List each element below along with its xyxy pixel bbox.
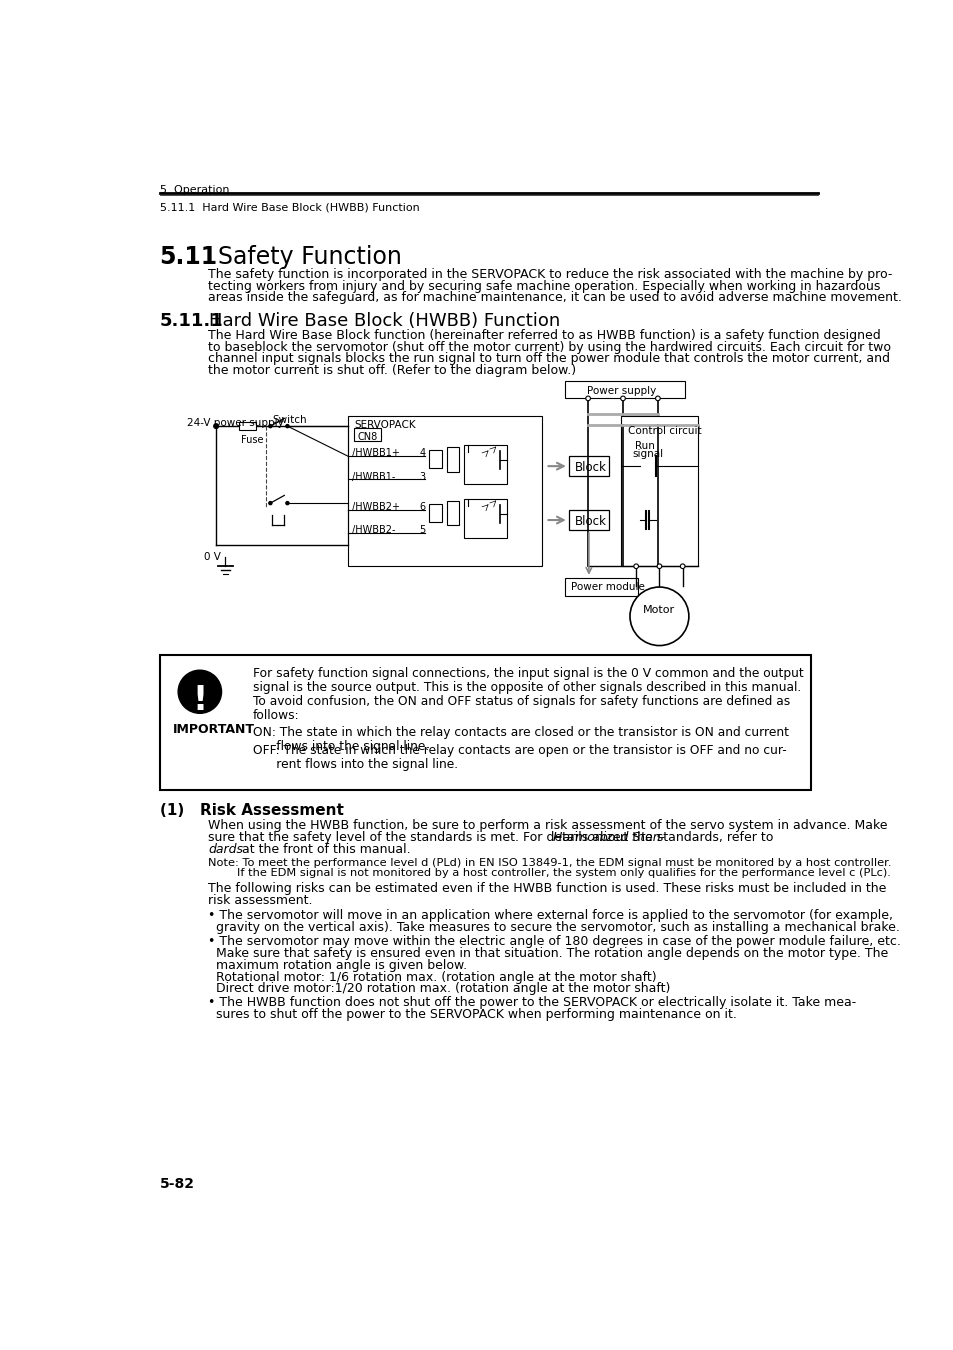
Text: When using the HWBB function, be sure to perform a risk assessment of the servo : When using the HWBB function, be sure to…	[208, 819, 887, 832]
Bar	[348, 416, 541, 566]
Text: Power module: Power module	[571, 582, 644, 593]
Text: The Hard Wire Base Block function (hereinafter referred to as HWBB function) is : The Hard Wire Base Block function (herei…	[208, 329, 881, 342]
Text: Control circuit: Control circuit	[627, 427, 700, 436]
Bar	[620, 416, 698, 566]
Text: maximum rotation angle is given below.: maximum rotation angle is given below.	[208, 958, 467, 972]
Text: 6: 6	[418, 502, 425, 513]
Polygon shape	[639, 456, 655, 475]
Bar	[624, 423, 679, 437]
Text: tecting workers from injury and by securing safe machine operation. Especially w: tecting workers from injury and by secur…	[208, 279, 880, 293]
Text: sure that the safety level of the standards is met. For details about the standa: sure that the safety level of the standa…	[208, 830, 777, 844]
Bar	[564, 382, 684, 398]
Text: To avoid confusion, the ON and OFF status of signals for safety functions are de: To avoid confusion, the ON and OFF statu…	[253, 695, 789, 707]
Text: SERVOPACK: SERVOPACK	[354, 420, 416, 429]
Text: If the EDM signal is not monitored by a host controller, the system only qualifi: If the EDM signal is not monitored by a …	[208, 868, 890, 879]
Text: to baseblock the servomotor (shut off the motor current) by using the hardwired : to baseblock the servomotor (shut off th…	[208, 340, 890, 354]
Circle shape	[286, 424, 289, 428]
Text: For safety function signal connections, the input signal is the 0 V common and t: For safety function signal connections, …	[253, 667, 802, 680]
Text: flows into the signal line.: flows into the signal line.	[253, 740, 428, 752]
Bar	[564, 578, 638, 597]
Text: Switch: Switch	[272, 416, 306, 425]
Bar	[429, 504, 441, 522]
Text: 4: 4	[418, 448, 425, 459]
Text: 3: 3	[418, 471, 425, 482]
Text: gravity on the vertical axis). Take measures to secure the servomotor, such as i: gravity on the vertical axis). Take meas…	[208, 921, 900, 934]
Text: Make sure that safety is ensured even in that situation. The rotation angle depe: Make sure that safety is ensured even in…	[208, 946, 887, 960]
Circle shape	[178, 670, 221, 713]
Text: The safety function is incorporated in the SERVOPACK to reduce the risk associat: The safety function is incorporated in t…	[208, 269, 892, 281]
Text: 0 V: 0 V	[204, 552, 221, 562]
Text: 5: 5	[418, 525, 425, 536]
Bar	[568, 510, 608, 531]
Circle shape	[633, 564, 638, 568]
Bar	[447, 501, 459, 525]
Text: 5-82: 5-82	[159, 1177, 194, 1191]
Text: 24-V power supply: 24-V power supply	[187, 418, 284, 428]
Text: Power supply: Power supply	[586, 386, 655, 396]
Bar	[429, 450, 441, 468]
Text: Block: Block	[575, 514, 606, 528]
Text: 5  Operation: 5 Operation	[159, 185, 229, 196]
Circle shape	[620, 396, 624, 401]
Text: Motor: Motor	[642, 605, 675, 616]
Text: areas inside the safeguard, as for machine maintenance, it can be used to avoid : areas inside the safeguard, as for machi…	[208, 292, 902, 304]
Text: /HWBB2-: /HWBB2-	[352, 525, 395, 536]
Bar	[159, 655, 810, 790]
Text: sures to shut off the power to the SERVOPACK when performing maintenance on it.: sures to shut off the power to the SERVO…	[208, 1008, 737, 1021]
Text: • The servomotor will move in an application where external force is applied to : • The servomotor will move in an applica…	[208, 910, 892, 922]
Text: 5.11.1  Hard Wire Base Block (HWBB) Function: 5.11.1 Hard Wire Base Block (HWBB) Funct…	[159, 202, 419, 212]
Text: channel input signals blocks the run signal to turn off the power module that co: channel input signals blocks the run sig…	[208, 352, 889, 366]
Polygon shape	[488, 452, 499, 467]
Circle shape	[655, 396, 659, 401]
Text: !: !	[193, 684, 207, 717]
Circle shape	[269, 502, 272, 505]
Text: 5.11.1: 5.11.1	[159, 312, 223, 331]
Polygon shape	[488, 506, 499, 521]
Text: signal is the source output. This is the opposite of other signals described in : signal is the source output. This is the…	[253, 680, 800, 694]
Text: • The HWBB function does not shut off the power to the SERVOPACK or electrically: • The HWBB function does not shut off th…	[208, 996, 856, 1008]
Text: /HWBB1-: /HWBB1-	[352, 471, 395, 482]
Bar	[464, 446, 506, 483]
Text: Note: To meet the performance level d (PLd) in EN ISO 13849-1, the EDM signal mu: Note: To meet the performance level d (P…	[208, 857, 891, 868]
Polygon shape	[468, 506, 479, 521]
Text: 5.11: 5.11	[159, 246, 217, 269]
Text: IMPORTANT: IMPORTANT	[172, 722, 254, 736]
Text: (1)   Risk Assessment: (1) Risk Assessment	[159, 803, 343, 818]
Text: Rotational motor: 1/6 rotation max. (rotation angle at the motor shaft): Rotational motor: 1/6 rotation max. (rot…	[208, 971, 657, 984]
Circle shape	[585, 396, 590, 401]
Bar	[464, 500, 506, 537]
Text: Fuse: Fuse	[241, 435, 263, 446]
Text: Harmonized Stan-: Harmonized Stan-	[553, 830, 664, 844]
Circle shape	[269, 424, 272, 428]
Text: at the front of this manual.: at the front of this manual.	[237, 842, 410, 856]
Circle shape	[629, 587, 688, 645]
Circle shape	[286, 502, 289, 505]
Text: follows:: follows:	[253, 709, 299, 722]
Text: OFF: The state in which the relay contacts are open or the transistor is OFF and: OFF: The state in which the relay contac…	[253, 744, 785, 757]
Text: rent flows into the signal line.: rent flows into the signal line.	[253, 757, 457, 771]
Text: Direct drive motor:1/20 rotation max. (rotation angle at the motor shaft): Direct drive motor:1/20 rotation max. (r…	[208, 983, 670, 995]
Text: the motor current is shut off. (Refer to the diagram below.): the motor current is shut off. (Refer to…	[208, 363, 576, 377]
Text: /HWBB2+: /HWBB2+	[352, 502, 399, 513]
Text: The following risks can be estimated even if the HWBB function is used. These ri: The following risks can be estimated eve…	[208, 883, 886, 895]
Text: • The servomotor may move within the electric angle of 180 degrees in case of th: • The servomotor may move within the ele…	[208, 934, 901, 948]
Circle shape	[679, 564, 684, 568]
Bar	[568, 456, 608, 477]
Polygon shape	[468, 452, 479, 467]
Text: Safety Function: Safety Function	[218, 246, 402, 269]
Bar	[354, 428, 381, 440]
Text: risk assessment.: risk assessment.	[208, 894, 313, 907]
Text: Run: Run	[635, 440, 655, 451]
Bar	[239, 423, 256, 429]
Text: Hard Wire Base Block (HWBB) Function: Hard Wire Base Block (HWBB) Function	[209, 312, 559, 331]
Circle shape	[213, 424, 218, 428]
Text: signal: signal	[632, 450, 662, 459]
Text: CN8: CN8	[356, 432, 377, 441]
Text: Block: Block	[575, 460, 606, 474]
Text: dards: dards	[208, 842, 243, 856]
Text: /HWBB1+: /HWBB1+	[352, 448, 399, 459]
Bar	[447, 447, 459, 471]
Circle shape	[657, 564, 661, 568]
Text: ON: The state in which the relay contacts are closed or the transistor is ON and: ON: The state in which the relay contact…	[253, 726, 788, 738]
